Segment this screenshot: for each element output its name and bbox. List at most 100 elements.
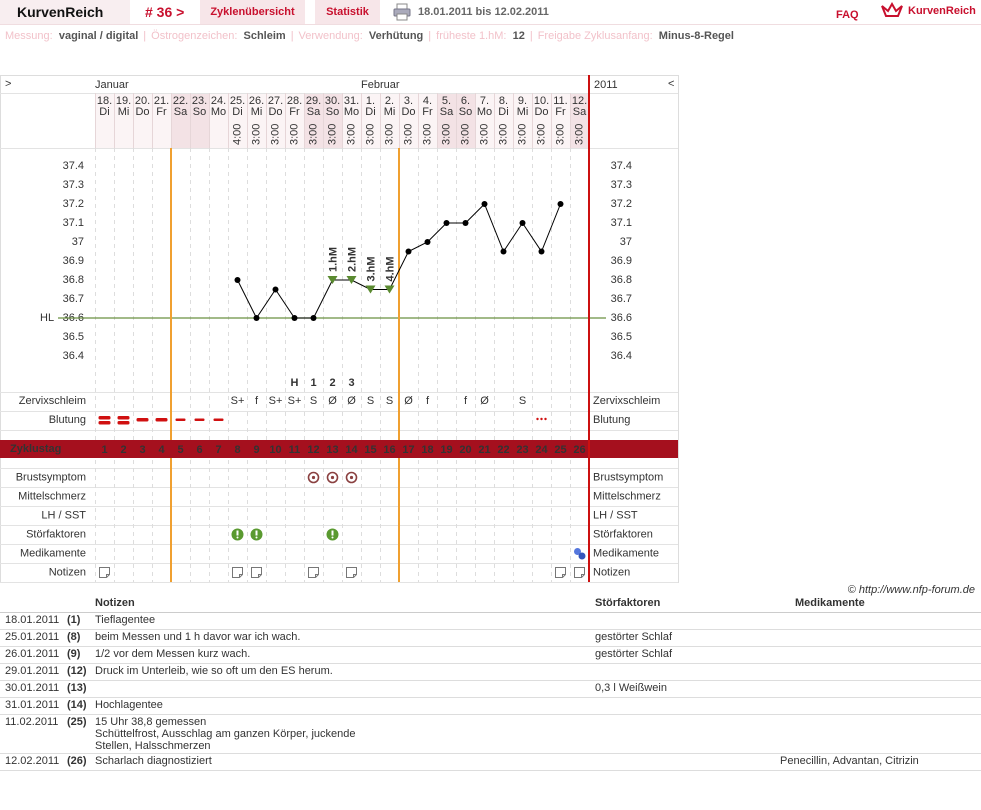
weekday-label: Fr [422, 106, 433, 118]
cycle-day: 17 [402, 444, 414, 456]
nav-prev[interactable]: > [5, 78, 11, 90]
brand[interactable]: KurvenReich [908, 5, 976, 17]
date-label: 28. [287, 95, 302, 107]
weekday-label: Di [99, 106, 109, 118]
date-label: 24. [211, 95, 226, 107]
cycle-day: 14 [345, 444, 358, 456]
weekend-shade [437, 93, 456, 148]
row-label-right: Zervixschleim [593, 395, 660, 407]
y-tick-label-right: 36.5 [611, 331, 632, 343]
temperature-point [405, 248, 412, 255]
date-label: 7. [480, 95, 489, 107]
print-icon[interactable] [393, 3, 411, 21]
note-fold [239, 574, 243, 578]
weekday-label: Mi [118, 106, 130, 118]
weekday-label: Mi [384, 106, 396, 118]
note-icon[interactable] [308, 567, 319, 578]
weekday-label: Sa [307, 106, 321, 118]
note-disturbance [590, 753, 775, 771]
peak-label: 2 [329, 377, 335, 389]
tab[interactable]: Statistik [315, 0, 380, 24]
note-text: beim Messen und 1 h davor war ich wach. [90, 629, 590, 647]
setting-value: Schleim [243, 30, 286, 42]
cycle-day: 23 [516, 444, 528, 456]
bleeding-mark [155, 418, 168, 422]
hm-marker [365, 285, 376, 294]
hm-label: 1.hM [327, 247, 339, 272]
cycle-day: 11 [289, 444, 301, 456]
period: 18.01.2011 bis 12.02.2011 [418, 6, 549, 18]
bleeding-mark [136, 418, 149, 422]
cycle-link[interactable]: # 36 > [145, 4, 185, 20]
cervix-symbol: S [367, 395, 374, 407]
y-tick-label: 36.5 [63, 331, 84, 343]
note-icon[interactable] [574, 567, 585, 578]
cervix-symbol: Ø [347, 395, 356, 407]
separator: | [428, 30, 432, 42]
cycle-day: 18 [421, 444, 433, 456]
time-label: 3:00 [497, 124, 509, 145]
faq-link[interactable]: FAQ [836, 9, 859, 21]
hm-label: 2.hM [346, 247, 358, 272]
cervix-symbol: S [386, 395, 393, 407]
weekday-label: So [193, 106, 206, 118]
note-icon[interactable] [251, 567, 262, 578]
note-text: 1/2 vor dem Messen kurz wach. [90, 646, 590, 664]
time-label: 3:00 [402, 124, 414, 145]
note-text: 15 Uhr 38,8 gemessen Schüttelfrost, Auss… [90, 714, 590, 754]
cycle-bar [0, 440, 678, 458]
weekend-shade [456, 93, 475, 148]
note-fold [315, 574, 319, 578]
y-tick-label: 37.1 [63, 217, 84, 229]
date-label: 6. [461, 95, 470, 107]
brand-icon [881, 2, 903, 17]
cervix-symbol: S+ [269, 395, 283, 407]
cycle-day: 20 [459, 444, 471, 456]
alert-icon [250, 528, 263, 541]
nav-next: < [668, 78, 674, 90]
setting-value: vaginal / digital [58, 30, 139, 42]
temperature-point [443, 220, 450, 226]
cervix-symbol: Ø [404, 395, 413, 407]
time-label: 3:00 [250, 124, 262, 145]
weekday-label: Mi [517, 106, 529, 118]
bleeding-mark [194, 418, 205, 421]
cycle-day: 26 [573, 444, 585, 456]
weekend-shade [171, 93, 190, 148]
y-tick-label-right: 37 [620, 236, 632, 248]
note-medication: Penecillin, Advantan, Citrizin [775, 753, 981, 771]
row-label-right: Medikamente [593, 547, 659, 559]
date-label: 8. [499, 95, 508, 107]
note-text: Hochlagentee [90, 697, 590, 715]
date-label: 30. [325, 95, 340, 107]
note-medication [775, 646, 981, 664]
note-icon[interactable] [346, 567, 357, 578]
logo[interactable]: KurvenReich [0, 0, 130, 24]
note-icon[interactable] [99, 567, 110, 578]
weekday-label: Mo [477, 106, 492, 118]
weekend-shade [570, 93, 589, 148]
tab[interactable]: Zyklenübersicht [200, 0, 305, 24]
row-label-right: Notizen [593, 566, 630, 578]
notes-table: Notizen Störfaktoren Medikamente 18.01.2… [0, 596, 981, 771]
bleeding-dash [136, 418, 149, 422]
bleeding-mark [175, 418, 186, 421]
note-day: (8) [62, 629, 90, 647]
note-row: 12.02.2011 (26) Scharlach diagnostiziert Pe… [0, 753, 981, 771]
note-date: 11.02.2011 [0, 714, 62, 754]
cycle-day: 1 [101, 444, 107, 456]
note-icon[interactable] [232, 567, 243, 578]
note-fold [353, 574, 357, 578]
note-icon[interactable] [555, 567, 566, 578]
y-tick-label-right: 36.8 [611, 274, 632, 286]
date-label: 26. [249, 95, 264, 107]
note-fold [258, 574, 262, 578]
peak-label: H [291, 377, 299, 389]
weekday-label: Fr [156, 106, 167, 118]
cycle-day: 10 [269, 444, 281, 456]
note-page [308, 567, 319, 578]
time-label: 4:00 [231, 124, 243, 145]
cervix-symbol: S+ [288, 395, 302, 407]
time-label: 3:00 [440, 124, 452, 145]
